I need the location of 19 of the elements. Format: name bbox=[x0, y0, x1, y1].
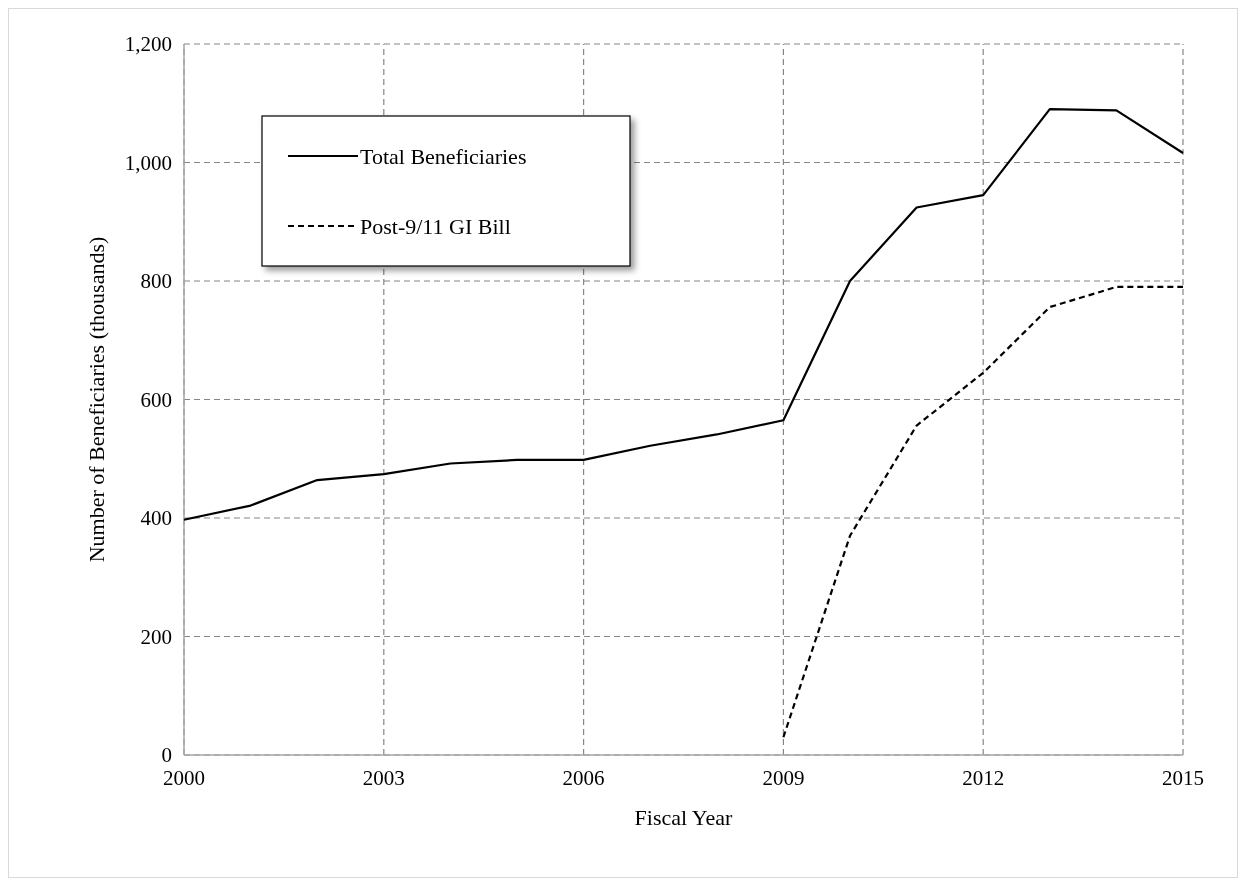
y-tick-label: 200 bbox=[140, 624, 172, 649]
x-tick-label: 2006 bbox=[562, 766, 605, 790]
x-axis-title: Fiscal Year bbox=[634, 805, 734, 830]
y-tick-label: 1,200 bbox=[124, 32, 172, 57]
x-tick-label: 2015 bbox=[1162, 766, 1204, 790]
y-tick-label: 0 bbox=[161, 743, 172, 768]
y-tick-label: 800 bbox=[140, 269, 172, 294]
x-tick-label: 2000 bbox=[163, 766, 205, 790]
y-tick-label: 600 bbox=[140, 387, 172, 412]
y-axis-title: Number of Beneficiaries (thousands) bbox=[84, 236, 109, 563]
x-tick-label: 2009 bbox=[762, 766, 805, 790]
line-series bbox=[182, 108, 1185, 521]
line-series bbox=[782, 285, 1185, 739]
y-tick-label: 400 bbox=[140, 506, 172, 531]
legend-label: Post-9/11 GI Bill bbox=[360, 213, 511, 239]
x-tick-label: 2003 bbox=[362, 766, 405, 790]
y-tick-label: 1,000 bbox=[124, 150, 172, 175]
legend-label: Total Beneficiaries bbox=[360, 143, 527, 169]
x-tick-label: 2012 bbox=[962, 766, 1005, 790]
